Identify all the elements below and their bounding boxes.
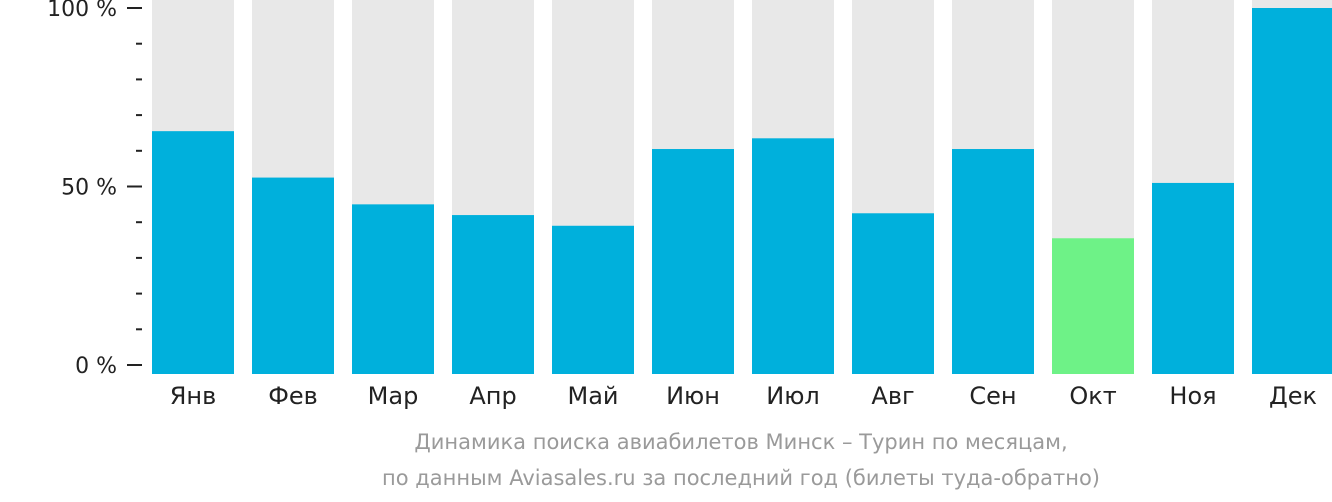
bar [852, 213, 934, 374]
bar [552, 225, 634, 374]
bar [252, 177, 334, 374]
y-tick-label: 100 % [47, 0, 117, 22]
x-category-label: Июл [766, 382, 820, 410]
x-category-label: Авг [871, 382, 914, 410]
bar [152, 131, 234, 374]
bar [452, 215, 534, 374]
x-category-label: Сен [969, 382, 1016, 410]
x-category-label: Окт [1069, 382, 1116, 410]
bar [952, 149, 1034, 374]
y-axis: 0 % 50 % 100 % [47, 0, 142, 379]
x-category-label: Янв [170, 382, 217, 410]
bar [1252, 8, 1332, 374]
x-axis-labels: Янв Фев Мар Апр Май Июн Июл Авг Сен Окт Ноя Дек [170, 382, 1317, 410]
x-category-label: Мар [368, 382, 419, 410]
bar [1152, 182, 1234, 374]
y-tick-label: 50 % [61, 176, 117, 201]
bar [352, 204, 434, 374]
y-tick-label: 0 % [75, 354, 117, 379]
bars [152, 0, 1332, 374]
x-category-label: Дек [1269, 382, 1317, 410]
bar [752, 138, 834, 374]
x-category-label: Май [567, 382, 618, 410]
x-category-label: Ноя [1169, 382, 1216, 410]
x-category-label: Фев [268, 382, 318, 410]
bar-chart: 0 % 50 % 100 % Янв Фев Мар Апр Май Июн Июл Авг Сен… [47, 0, 1332, 410]
x-category-label: Апр [469, 382, 516, 410]
bar [652, 149, 734, 374]
bar [1052, 238, 1134, 374]
chart-caption-line-2: по данным Aviasales.ru за последний год … [382, 466, 1100, 490]
chart-caption-line-1: Динамика поиска авиабилетов Минск – Тури… [414, 430, 1068, 454]
x-category-label: Июн [666, 382, 720, 410]
